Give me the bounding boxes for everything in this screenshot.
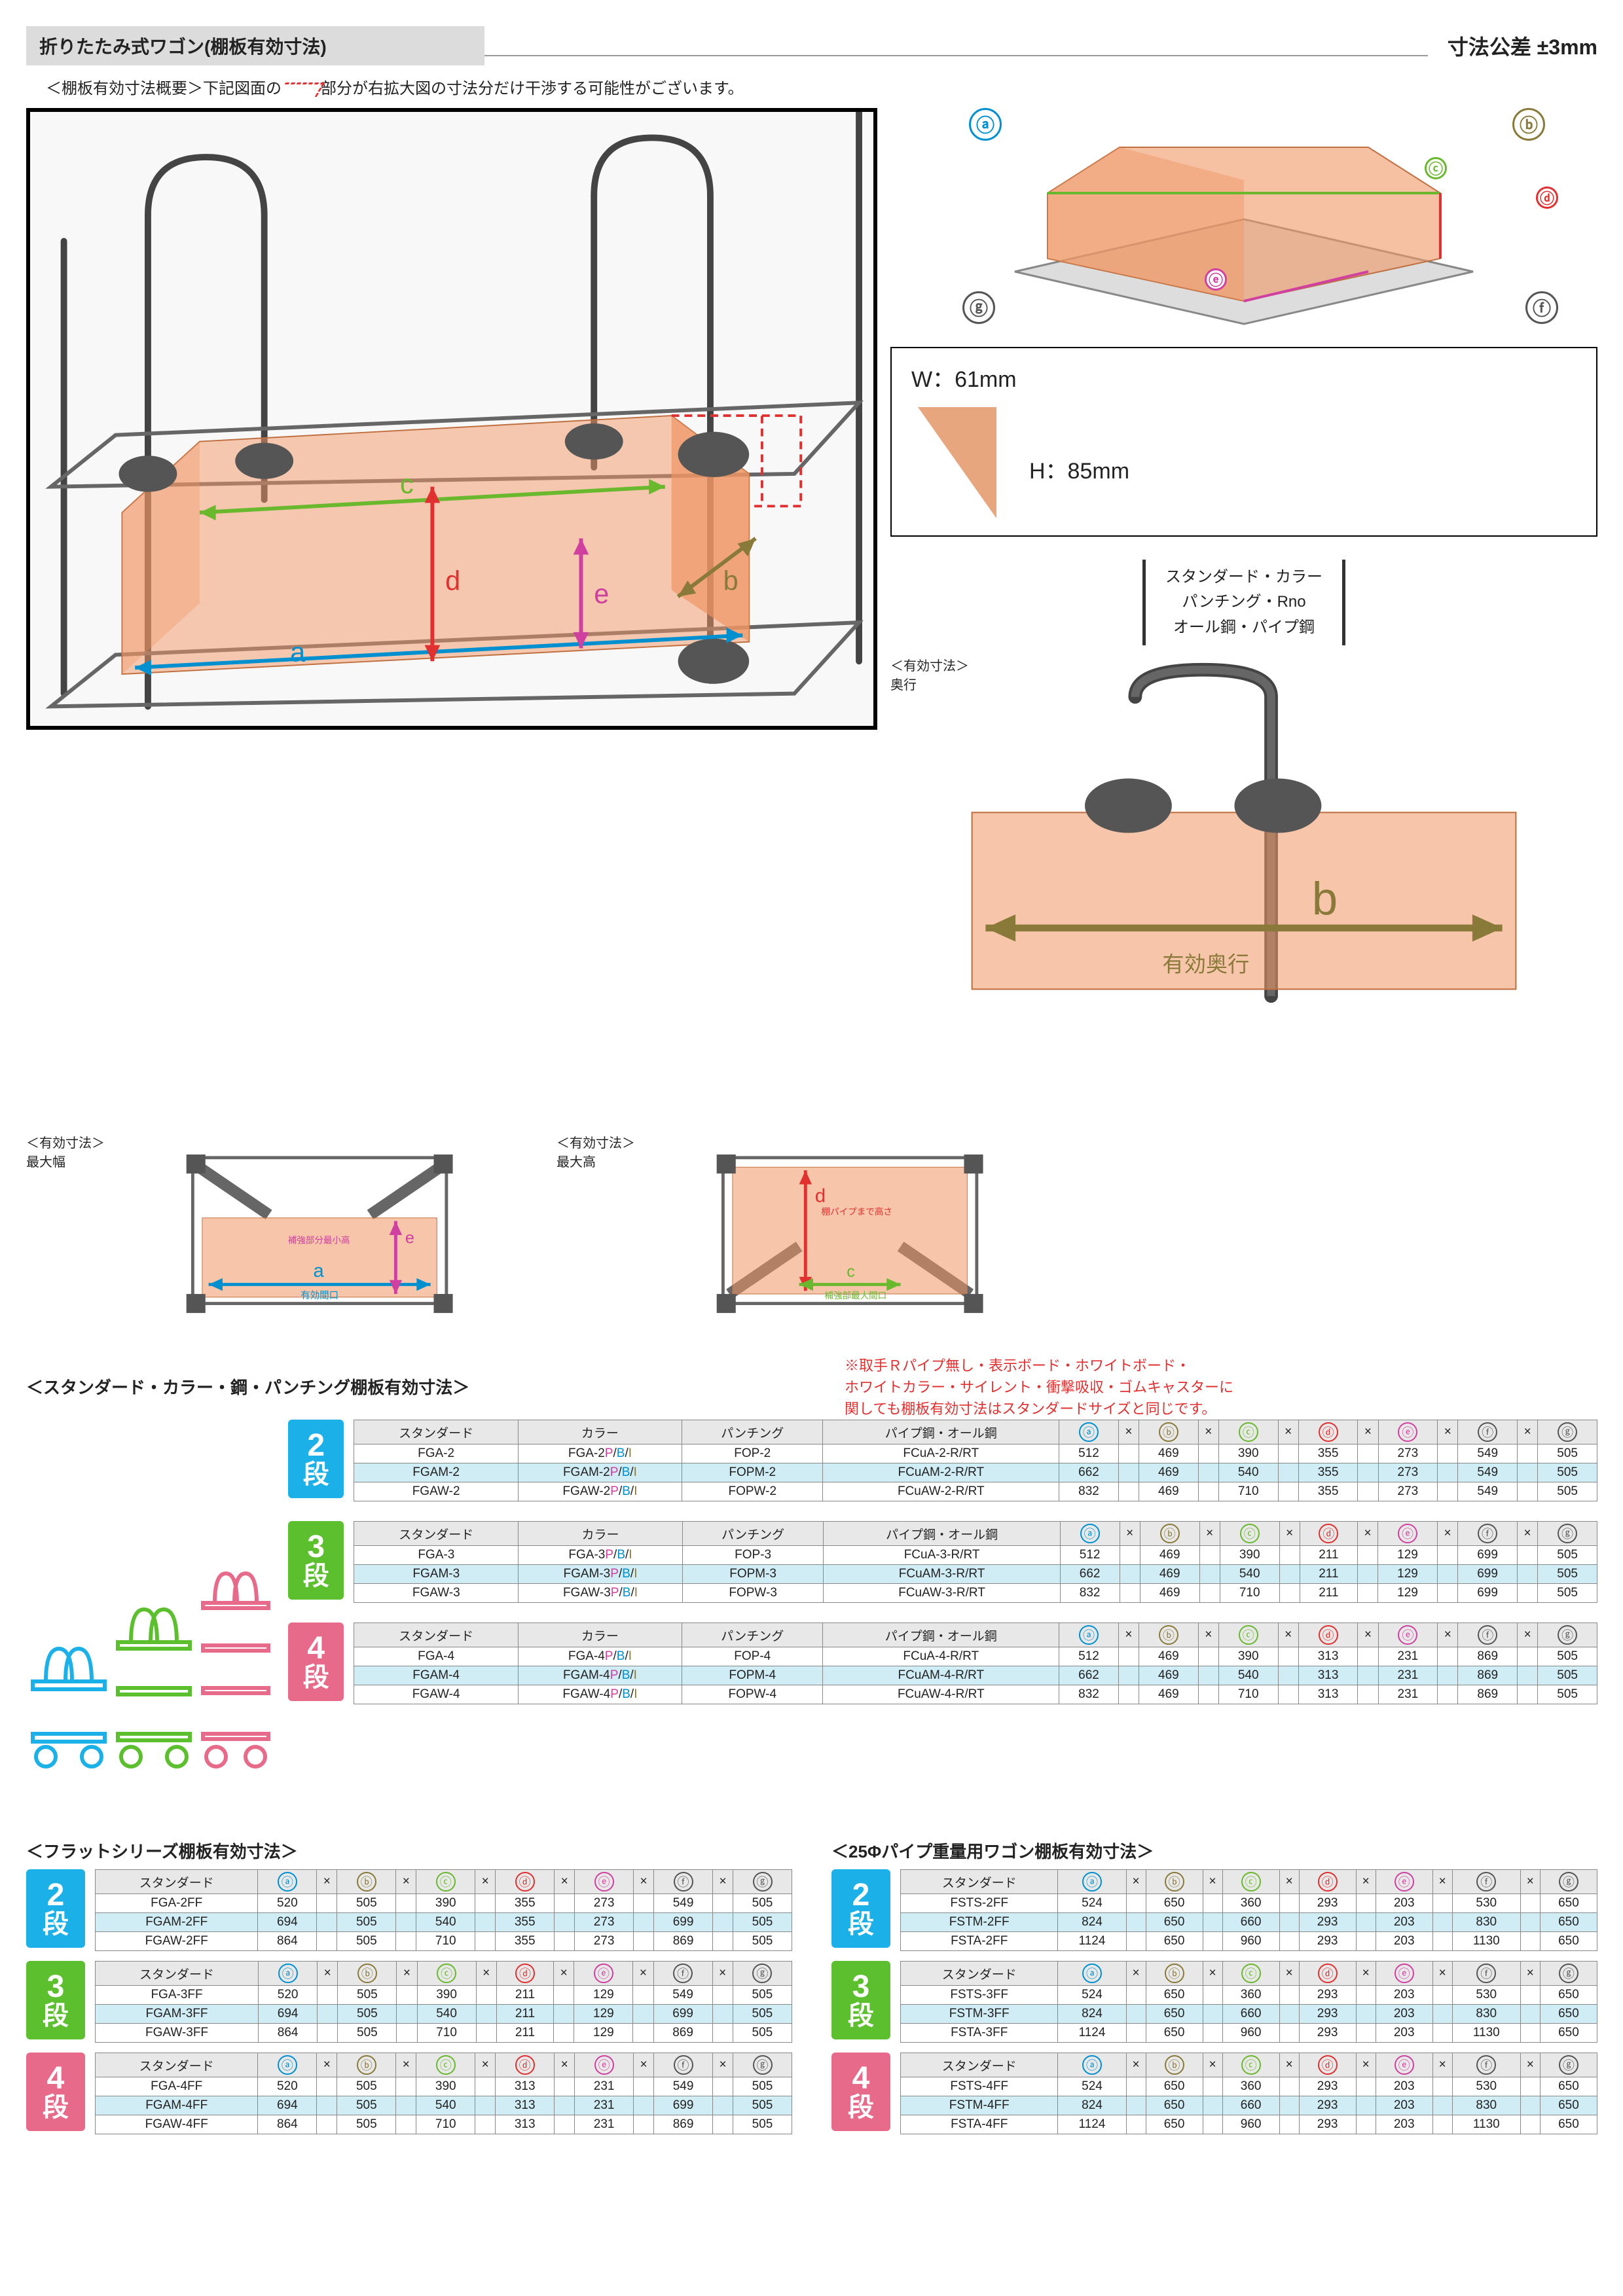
svg-text:c: c xyxy=(400,469,414,499)
bubble-f: ⓕ xyxy=(1525,291,1558,324)
section-title-flat: ＜フラットシリーズ棚板有効寸法＞ xyxy=(26,1839,792,1863)
flat-tier-badge-3: 3段 xyxy=(26,1961,85,2039)
flat-table-3: スタンダードⓐ×ⓑ×ⓒ×ⓓ×ⓔ×ⓕ×ⓖ FGA-3FF5205053902111… xyxy=(95,1961,792,2043)
bubble-c: ⓒ xyxy=(1425,157,1447,179)
svg-text:補強部最大間口: 補強部最大間口 xyxy=(824,1291,886,1300)
header-divider xyxy=(484,55,1428,56)
svg-text:a: a xyxy=(313,1261,324,1282)
svg-text:補強部分最小高: 補強部分最小高 xyxy=(288,1235,350,1246)
bubble-g: ⓖ xyxy=(962,291,995,324)
subtitle: ＜棚板有効寸法概要＞下記図面の部分が右拡大図の寸法分だけ干渉する可能性がございま… xyxy=(46,75,1597,98)
flat-table-4: スタンダードⓐ×ⓑ×ⓒ×ⓓ×ⓔ×ⓕ×ⓖ FGA-4FF5205053903132… xyxy=(95,2053,792,2134)
p25-tier-badge-4: 4段 xyxy=(831,2053,890,2131)
std-table-3: スタンダードカラーパンチングパイプ鋼・オール鋼ⓐ×ⓑ×ⓒ×ⓓ×ⓔ×ⓕ×ⓖ FGA… xyxy=(354,1521,1597,1603)
small-diagram-2: ＜有効寸法＞最大高 d 棚パイプまで高さ c 補強部最大間口 xyxy=(556,1132,1067,1335)
callout-box: W：61mm H：85mm xyxy=(890,347,1597,537)
p25-table-4: スタンダードⓐ×ⓑ×ⓒ×ⓓ×ⓔ×ⓕ×ⓖ FSTS-4FF524650360293… xyxy=(900,2053,1597,2134)
flat-tier-badge-4: 4段 xyxy=(26,2053,85,2131)
svg-text:e: e xyxy=(594,578,609,609)
p25-tier-badge-2: 2段 xyxy=(831,1869,890,1948)
flat-tier-badge-2: 2段 xyxy=(26,1869,85,1948)
tier-badge-4: 4段 xyxy=(288,1623,344,1701)
iso-diagram: ⓐ ⓑ ⓒ ⓓ ⓔ ⓖ ⓕ xyxy=(890,108,1597,337)
bubble-e: ⓔ xyxy=(1205,268,1227,291)
type-list-box: スタンダード・カラー パンチング・Rno オール鋼・パイプ鋼 xyxy=(1142,560,1345,645)
svg-text:有効間口: 有効間口 xyxy=(301,1290,338,1301)
p25-tier-badge-3: 3段 xyxy=(831,1961,890,2039)
svg-text:a: a xyxy=(290,636,306,667)
tier-badge-3: 3段 xyxy=(288,1521,344,1600)
flat-tables: 2段 スタンダードⓐ×ⓑ×ⓒ×ⓓ×ⓔ×ⓕ×ⓖ FGA-2FF5205053903… xyxy=(26,1869,792,2134)
p25-tables: 2段 スタンダードⓐ×ⓑ×ⓒ×ⓓ×ⓔ×ⓕ×ⓖ FSTS-2FF524650360… xyxy=(831,1869,1597,2134)
svg-text:棚パイプまで高さ: 棚パイプまで高さ xyxy=(822,1206,892,1217)
tier-wagons-illustration xyxy=(26,1420,275,1799)
small-diagram-1: ＜有効寸法＞最大幅 a 有効間口 e 補強部分最小高 xyxy=(26,1132,537,1335)
flat-table-2: スタンダードⓐ×ⓑ×ⓒ×ⓓ×ⓔ×ⓕ×ⓖ FGA-2FF5205053903552… xyxy=(95,1869,792,1951)
std-table-2: スタンダードカラーパンチングパイプ鋼・オール鋼ⓐ×ⓑ×ⓒ×ⓓ×ⓔ×ⓕ×ⓖ FGA… xyxy=(354,1420,1597,1501)
svg-text:有効奥行: 有効奥行 xyxy=(1162,953,1249,977)
main-diagram: a c d e b xyxy=(26,108,877,730)
svg-text:b: b xyxy=(1312,872,1338,924)
svg-text:e: e xyxy=(405,1229,414,1247)
tier-badge-2: 2段 xyxy=(288,1420,344,1498)
red-note: ※取手Ｒパイプ無し・表示ボード・ホワイトボード・ ホワイトカラー・サイレント・衝… xyxy=(845,1355,1597,1420)
svg-text:d: d xyxy=(815,1186,826,1207)
section-title-25: ＜25Φパイプ重量用ワゴン棚板有効寸法＞ xyxy=(831,1839,1597,1863)
page-title: 折りたたみ式ワゴン(棚板有効寸法) xyxy=(26,26,484,65)
tolerance-label: 寸法公差 ±3mm xyxy=(1428,31,1597,61)
bubble-d: ⓓ xyxy=(1536,187,1558,209)
spacer-diagram xyxy=(1087,1132,1597,1335)
svg-text:d: d xyxy=(445,565,460,596)
svg-text:b: b xyxy=(723,565,739,596)
bubble-b: ⓑ xyxy=(1512,108,1545,141)
bubble-a: ⓐ xyxy=(969,108,1002,141)
section-title-std: ＜スタンダード・カラー・鋼・パンチング棚板有効寸法＞ xyxy=(26,1374,831,1399)
small-diagram-3: ＜有効寸法＞奥行 b 有効奥行 xyxy=(890,655,1597,1119)
std-tables: 2段 スタンダードカラーパンチングパイプ鋼・オール鋼ⓐ×ⓑ×ⓒ×ⓓ×ⓔ×ⓕ×ⓖ … xyxy=(288,1420,1597,1724)
p25-table-3: スタンダードⓐ×ⓑ×ⓒ×ⓓ×ⓔ×ⓕ×ⓖ FSTS-3FF524650360293… xyxy=(900,1961,1597,2043)
svg-text:c: c xyxy=(847,1263,855,1281)
std-table-4: スタンダードカラーパンチングパイプ鋼・オール鋼ⓐ×ⓑ×ⓒ×ⓓ×ⓔ×ⓕ×ⓖ FGA… xyxy=(354,1623,1597,1704)
p25-table-2: スタンダードⓐ×ⓑ×ⓒ×ⓓ×ⓔ×ⓕ×ⓖ FSTS-2FF524650360293… xyxy=(900,1869,1597,1951)
